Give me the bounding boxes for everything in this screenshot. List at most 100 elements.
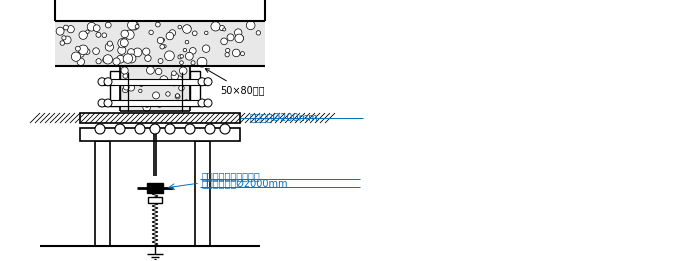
Circle shape — [171, 79, 178, 86]
Circle shape — [64, 36, 71, 44]
Circle shape — [247, 21, 255, 30]
Circle shape — [169, 30, 176, 36]
Circle shape — [105, 43, 113, 51]
Circle shape — [102, 57, 108, 63]
Circle shape — [117, 46, 126, 54]
Bar — [147, 183, 163, 193]
Circle shape — [198, 78, 206, 86]
Circle shape — [146, 66, 154, 74]
Circle shape — [171, 71, 176, 76]
Circle shape — [202, 45, 210, 52]
Circle shape — [96, 59, 101, 64]
Circle shape — [150, 124, 160, 134]
Bar — [120, 66, 190, 111]
Circle shape — [122, 87, 128, 93]
Circle shape — [128, 84, 135, 91]
Circle shape — [223, 28, 226, 31]
Circle shape — [166, 32, 173, 40]
Circle shape — [121, 30, 128, 38]
Circle shape — [85, 49, 90, 54]
Bar — [148, 197, 162, 203]
Circle shape — [79, 31, 87, 39]
Circle shape — [113, 58, 120, 65]
Circle shape — [211, 22, 220, 31]
Circle shape — [98, 78, 106, 86]
Circle shape — [235, 34, 243, 43]
Circle shape — [152, 92, 160, 99]
Circle shape — [256, 31, 260, 35]
Circle shape — [161, 38, 165, 41]
Circle shape — [189, 48, 196, 54]
Circle shape — [234, 29, 242, 36]
Circle shape — [123, 54, 133, 63]
Bar — [95, 141, 110, 246]
Bar — [80, 128, 240, 141]
Circle shape — [182, 25, 191, 33]
Circle shape — [176, 94, 180, 98]
Circle shape — [219, 25, 225, 31]
Circle shape — [180, 55, 184, 58]
Circle shape — [238, 35, 244, 41]
Circle shape — [193, 31, 197, 36]
Circle shape — [184, 100, 189, 105]
Circle shape — [158, 58, 163, 63]
Circle shape — [156, 22, 161, 27]
Circle shape — [185, 52, 193, 60]
Circle shape — [130, 22, 139, 30]
Circle shape — [98, 99, 106, 107]
Circle shape — [104, 99, 112, 107]
Circle shape — [121, 67, 128, 74]
Circle shape — [64, 25, 68, 30]
Circle shape — [94, 25, 100, 32]
Circle shape — [232, 49, 240, 57]
Circle shape — [204, 31, 208, 35]
Circle shape — [160, 44, 165, 49]
Circle shape — [240, 52, 245, 56]
Circle shape — [143, 104, 150, 111]
Circle shape — [103, 55, 113, 64]
Circle shape — [157, 37, 164, 44]
Circle shape — [180, 67, 187, 75]
Bar — [110, 71, 120, 106]
Circle shape — [165, 51, 174, 61]
Circle shape — [76, 46, 81, 51]
Circle shape — [128, 49, 135, 55]
Circle shape — [197, 57, 207, 67]
Bar — [102, 100, 208, 106]
Circle shape — [133, 48, 142, 57]
Circle shape — [165, 124, 175, 134]
Circle shape — [95, 124, 105, 134]
Circle shape — [128, 20, 137, 30]
Circle shape — [115, 124, 125, 134]
Circle shape — [225, 52, 229, 57]
Circle shape — [166, 92, 170, 96]
Bar — [102, 79, 208, 85]
Circle shape — [93, 48, 100, 55]
Circle shape — [79, 45, 88, 55]
Circle shape — [185, 40, 189, 44]
Text: 长方向设一排Ø2000mm: 长方向设一排Ø2000mm — [202, 179, 288, 189]
Circle shape — [204, 99, 212, 107]
Circle shape — [180, 61, 183, 64]
Circle shape — [61, 36, 66, 40]
Circle shape — [135, 124, 145, 134]
Circle shape — [105, 22, 111, 28]
Bar — [190, 71, 200, 106]
Circle shape — [183, 48, 186, 52]
Circle shape — [204, 78, 212, 86]
Circle shape — [87, 22, 96, 31]
Circle shape — [227, 34, 234, 41]
Circle shape — [124, 84, 129, 90]
Circle shape — [191, 61, 195, 65]
Circle shape — [149, 30, 153, 34]
Circle shape — [220, 124, 230, 134]
Circle shape — [156, 101, 163, 107]
Circle shape — [56, 27, 64, 35]
Circle shape — [123, 74, 128, 78]
Circle shape — [107, 41, 113, 46]
Circle shape — [104, 78, 112, 86]
Circle shape — [118, 38, 127, 48]
Circle shape — [176, 76, 182, 82]
Circle shape — [77, 58, 85, 66]
Circle shape — [178, 25, 182, 29]
